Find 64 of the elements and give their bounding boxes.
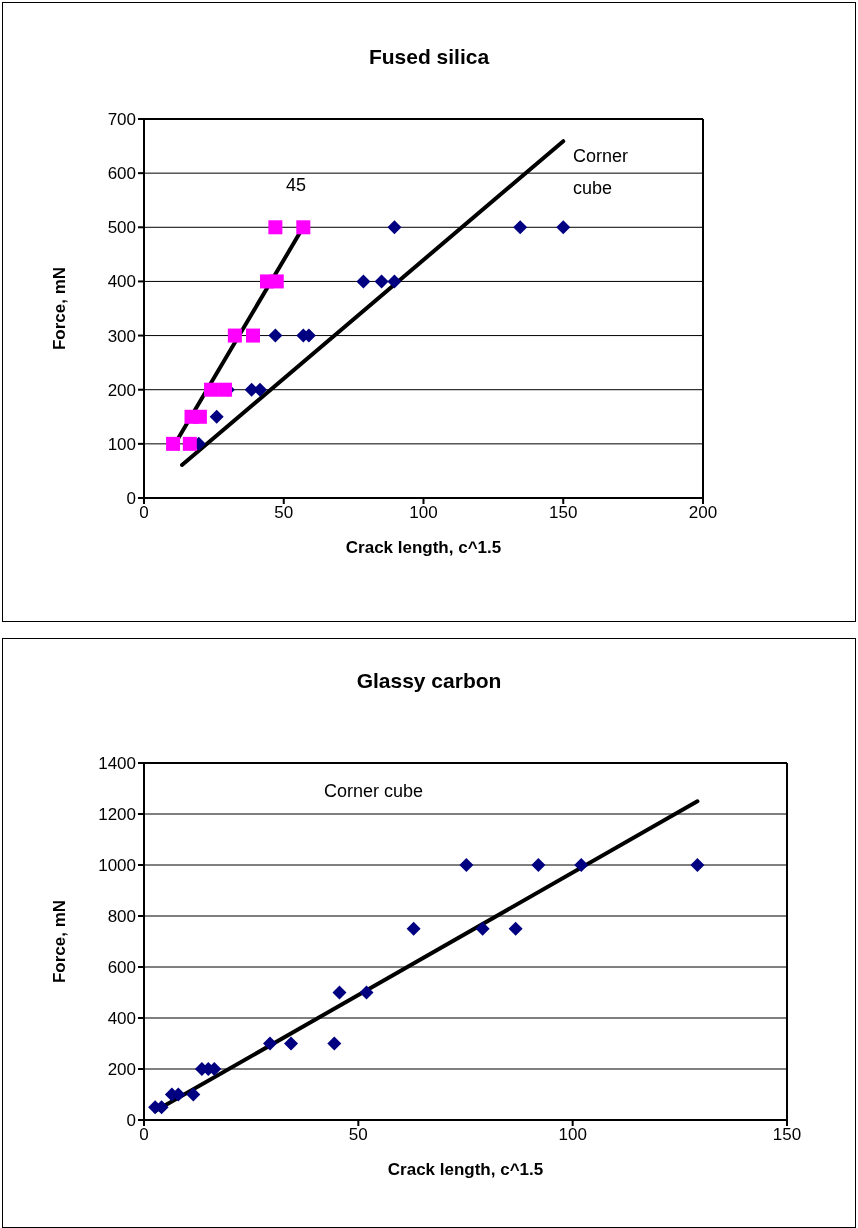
y-tick-label: 600 bbox=[107, 958, 136, 978]
x-tick-label: 200 bbox=[688, 503, 718, 523]
point bbox=[406, 921, 421, 936]
y-tick-label: 0 bbox=[126, 489, 136, 509]
x-tick-label: 0 bbox=[139, 503, 149, 523]
y-tick-label: 0 bbox=[126, 1111, 136, 1131]
point bbox=[508, 921, 523, 936]
x-tick-label: 150 bbox=[772, 1125, 802, 1145]
point bbox=[356, 274, 371, 289]
x-axis-title: Crack length, c^1.5 bbox=[387, 1160, 544, 1179]
point bbox=[263, 1036, 278, 1051]
point bbox=[513, 220, 528, 235]
x-tick-label: 50 bbox=[348, 1125, 368, 1145]
x-tick-label: 150 bbox=[549, 503, 578, 523]
x-tick-label: 0 bbox=[139, 1125, 149, 1145]
y-tick-label: 200 bbox=[107, 380, 136, 400]
chart-title: Fused silica bbox=[367, 45, 491, 69]
x-axis-title: Crack length, c^1.5 bbox=[345, 538, 502, 557]
y-tick-label: 400 bbox=[107, 272, 136, 292]
point bbox=[690, 858, 705, 872]
point bbox=[186, 1087, 201, 1102]
point bbox=[246, 328, 261, 343]
point bbox=[268, 328, 283, 343]
point bbox=[475, 921, 490, 936]
point bbox=[556, 220, 571, 235]
point bbox=[182, 436, 197, 451]
point bbox=[166, 436, 181, 451]
point bbox=[332, 985, 347, 1000]
point bbox=[574, 858, 589, 872]
x-tick-label: 50 bbox=[274, 503, 294, 523]
point bbox=[327, 1036, 342, 1051]
annotation: 45 bbox=[285, 175, 307, 195]
y-tick-label: 400 bbox=[107, 1009, 136, 1029]
point bbox=[192, 409, 207, 424]
point bbox=[204, 382, 219, 397]
chart-title: Glassy carbon bbox=[355, 669, 503, 693]
point bbox=[284, 1036, 299, 1051]
y-tick-label: 100 bbox=[107, 434, 136, 454]
point bbox=[269, 274, 284, 289]
point bbox=[387, 274, 402, 289]
x-tick-label: 100 bbox=[409, 503, 438, 523]
y-tick-label: 200 bbox=[107, 1060, 136, 1080]
y-tick-label: 1200 bbox=[98, 805, 136, 825]
y-tick-label: 300 bbox=[107, 326, 136, 346]
point bbox=[296, 220, 311, 235]
point bbox=[531, 858, 546, 872]
y-tick-label: 1000 bbox=[98, 856, 136, 876]
x-tick-label: 100 bbox=[558, 1125, 587, 1145]
point bbox=[387, 220, 402, 235]
y-tick-label: 600 bbox=[107, 164, 136, 184]
point bbox=[359, 985, 374, 1000]
point bbox=[209, 409, 224, 424]
point bbox=[374, 274, 389, 289]
point bbox=[459, 858, 474, 872]
point bbox=[227, 328, 242, 343]
y-axis-title: Force, mN bbox=[50, 266, 70, 351]
point bbox=[268, 220, 283, 235]
y-tick-label: 1400 bbox=[98, 754, 136, 774]
y-tick-label: 800 bbox=[107, 907, 136, 927]
annotation: Corner cube bbox=[324, 781, 424, 801]
annotation: Corner cube bbox=[573, 146, 629, 198]
y-tick-label: 500 bbox=[107, 218, 136, 238]
y-tick-label: 700 bbox=[107, 110, 136, 130]
y-axis-title: Force, mN bbox=[50, 899, 70, 984]
